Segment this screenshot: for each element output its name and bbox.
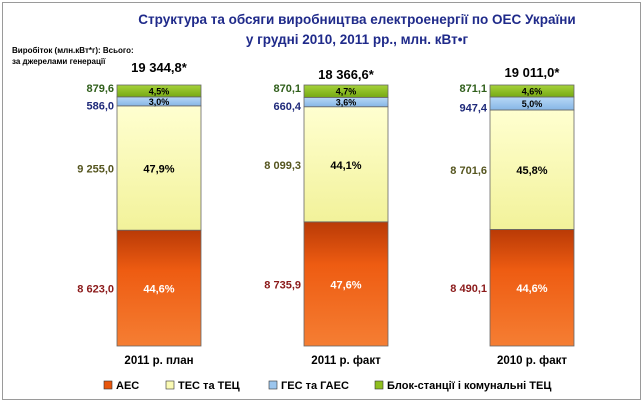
legend-swatch-4 (374, 380, 384, 390)
percent-label-2-3: 3,6% (336, 98, 357, 108)
value-label-3-3: 947,4 (459, 102, 487, 114)
percent-label-2-2: 44,1% (330, 160, 361, 172)
total-label-1: 19 344,8* (131, 60, 188, 75)
total-label-3: 19 011,0* (505, 65, 561, 80)
bar-segment-2-4 (303, 84, 389, 98)
value-label-1-2: 9 255,0 (77, 164, 114, 176)
value-label-2-4: 870,1 (273, 83, 301, 95)
value-label-2-2: 8 099,3 (264, 160, 301, 172)
bars-group: 44,6% 47,9% 3,0%4,5% 8 623,0 9 255,0 586,0 879… (77, 60, 575, 367)
legend-label-1: АЕС (116, 380, 139, 392)
value-label-2-3: 660,4 (273, 101, 301, 113)
category-label-1: 2011 р. план (124, 355, 193, 367)
legend-label-3: ГЕС та ГАЕС (281, 380, 349, 392)
value-label-1-1: 8 623,0 (77, 284, 114, 296)
category-label-3: 2010 р. факт (497, 355, 567, 367)
value-label-3-4: 871,1 (459, 83, 487, 95)
bar-segment-2-1 (303, 221, 389, 347)
bar-segment-1-2 (116, 105, 202, 231)
chart-title-line-2: у грудні 2010, 2011 рр., млн. кВт•г (246, 32, 469, 47)
stacked-bar-chart: Структура та обсяги виробництва електрое… (12, 12, 576, 392)
bar-segment-3-4 (489, 84, 575, 98)
percent-label-1-1: 44,6% (143, 284, 174, 296)
percent-label-1-2: 47,9% (143, 164, 174, 176)
value-label-2-1: 8 735,9 (264, 279, 301, 291)
legend-swatch-3 (268, 380, 278, 390)
bar-segment-2-2 (303, 106, 389, 223)
legend: АЕС ТЕС та ТЕЦ ГЕС та ГАЕС Блок-станції і к… (103, 380, 551, 392)
percent-label-2-4: 4,7% (336, 87, 357, 97)
bar-segment-3-2 (489, 109, 575, 230)
legend-label-4: Блок-станції і комунальні ТЕЦ (387, 380, 551, 392)
category-label-2: 2011 р. факт (311, 355, 381, 367)
legend-swatch-1 (103, 380, 113, 390)
bar-segment-1-1 (116, 229, 202, 347)
percent-label-3-1: 44,6% (516, 283, 547, 295)
legend-label-2: ТЕС та ТЕЦ (178, 380, 240, 392)
percent-label-3-2: 45,8% (516, 165, 547, 177)
side-note-line-2: за джерелами генерації (12, 57, 106, 66)
value-label-1-3: 586,0 (86, 100, 114, 112)
value-label-3-1: 8 490,1 (450, 283, 487, 295)
percent-label-3-4: 4,6% (522, 86, 543, 96)
side-note-line-1: Виробіток (млн.кВт*г): Всього: (12, 46, 134, 55)
value-label-3-2: 8 701,6 (450, 165, 487, 177)
percent-label-2-1: 47,6% (330, 279, 361, 291)
percent-label-3-3: 5,0% (522, 99, 543, 109)
legend-swatch-2 (165, 380, 175, 390)
percent-label-1-3: 3,0% (149, 97, 170, 107)
value-label-1-4: 879,6 (86, 83, 114, 95)
bar-segment-3-1 (489, 229, 575, 347)
percent-label-1-4: 4,5% (149, 86, 170, 96)
chart-title-line-1: Структура та обсяги виробництва електрое… (138, 12, 575, 27)
total-label-2: 18 366,6* (318, 67, 375, 82)
bar-segment-1-4 (116, 84, 202, 98)
